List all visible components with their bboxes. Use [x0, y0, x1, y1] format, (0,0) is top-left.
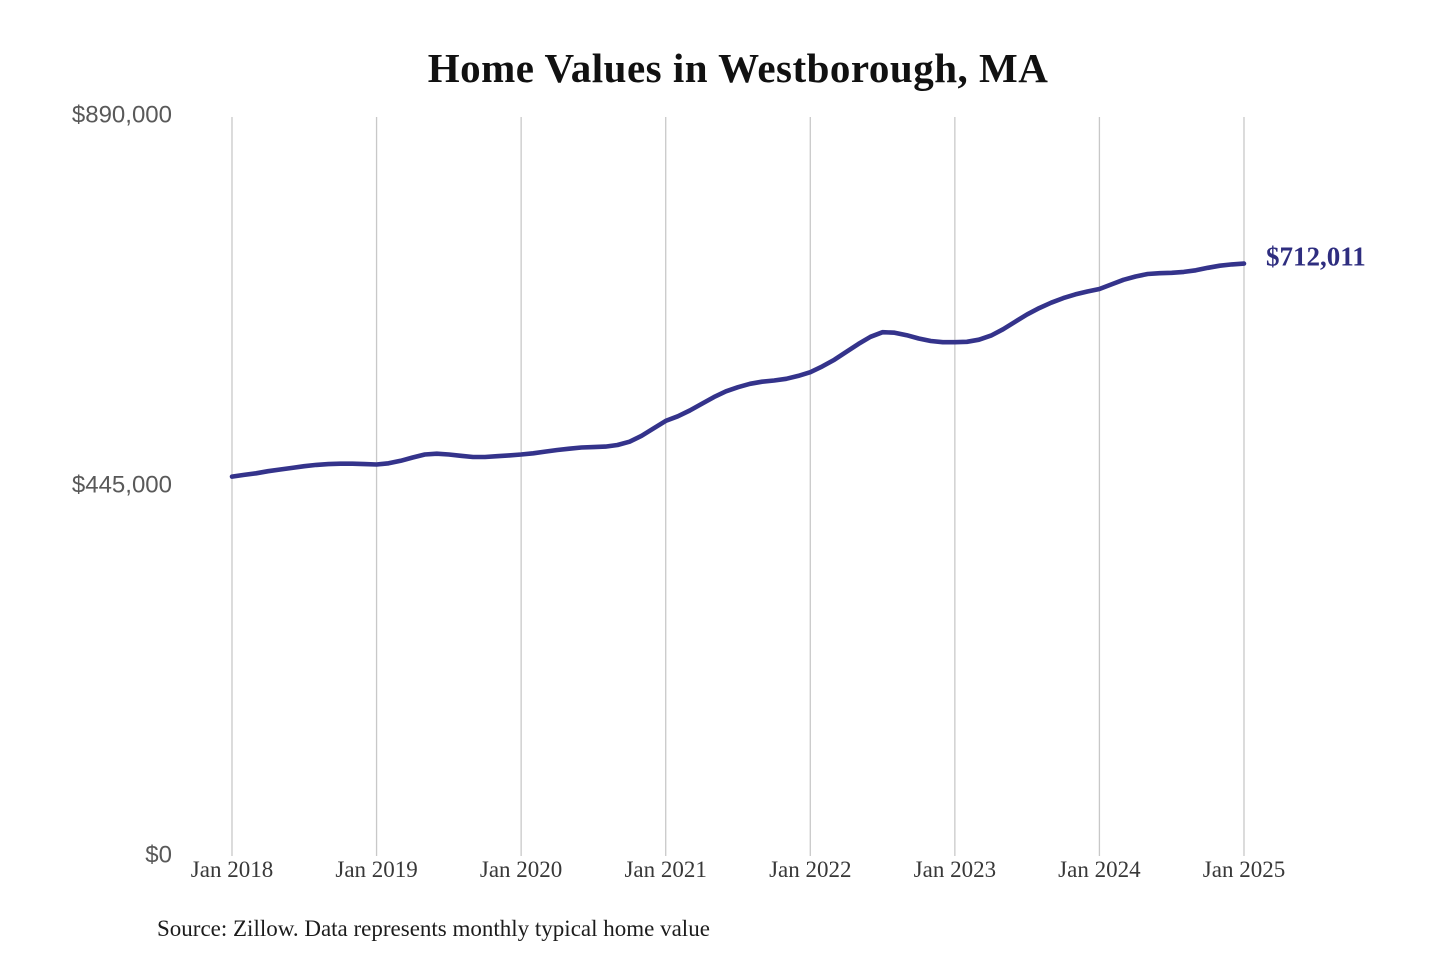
x-tick-label: Jan 2021: [624, 857, 707, 882]
y-tick-label: $0: [145, 841, 172, 869]
x-tick-label: Jan 2023: [913, 857, 997, 882]
x-tick-label: Jan 2022: [769, 857, 852, 882]
source-note: Source: Zillow. Data represents monthly …: [157, 916, 710, 941]
chart-title: Home Values in Westborough, MA: [427, 45, 1049, 91]
vertical-gridlines: [231, 117, 1245, 856]
x-tick-label: Jan 2018: [190, 857, 274, 882]
home-value-line: [229, 261, 1247, 479]
final-value-label: $712,011: [1266, 241, 1366, 272]
y-tick-label: $445,000: [71, 471, 172, 499]
x-tick-label: Jan 2020: [479, 857, 563, 882]
x-tick-label: Jan 2024: [1058, 857, 1141, 882]
y-tick-label: $890,000: [71, 100, 172, 128]
x-tick-label: Jan 2025: [1202, 857, 1286, 882]
x-tick-label: Jan 2019: [335, 857, 418, 882]
